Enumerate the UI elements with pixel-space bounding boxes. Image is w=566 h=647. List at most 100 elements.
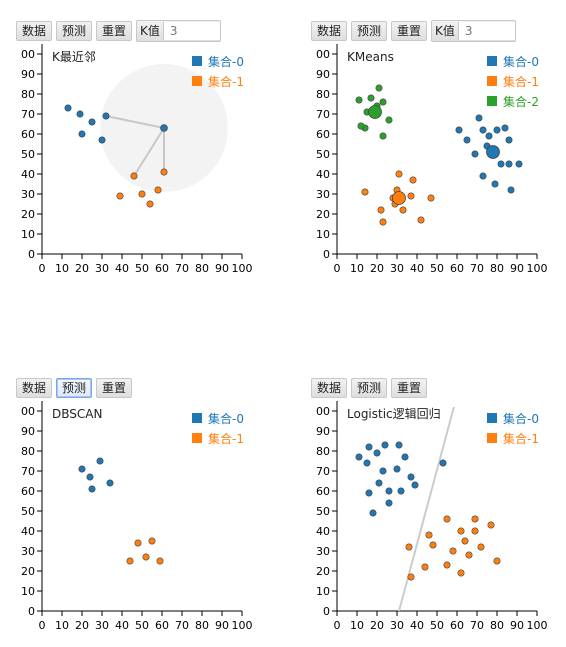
data-point — [471, 515, 479, 523]
y-tick-label: 40 — [316, 168, 330, 181]
data-point — [485, 132, 493, 140]
legend-label: 集合-2 — [503, 94, 539, 109]
y-tick-label: 50 — [21, 505, 35, 518]
data-point — [102, 112, 110, 120]
x-tick-label: 50 — [430, 262, 444, 275]
data-point — [154, 186, 162, 194]
legend-swatch — [192, 56, 202, 66]
x-tick-label: 40 — [115, 619, 129, 632]
logistic-panel: 数据 预测 重置 0 10 20 30 40 50 60 70 80 90 00 0 10 20 30 40 50 60… — [311, 377, 566, 647]
x-tick-label: 70 — [470, 619, 484, 632]
y-tick-label: 30 — [21, 188, 35, 201]
predict-button[interactable]: 预测 — [56, 21, 93, 41]
k-value-input[interactable] — [457, 22, 515, 40]
reset-button[interactable]: 重置 — [96, 378, 133, 398]
x-tick-label: 90 — [510, 262, 524, 275]
data-point — [156, 557, 164, 565]
data-point — [421, 563, 429, 571]
data-point — [379, 218, 387, 226]
y-tick-label: 70 — [316, 108, 330, 121]
legend-label: 集合-0 — [503, 54, 539, 69]
x-tick-label: 100 — [232, 619, 253, 632]
x-tick-label: 80 — [490, 262, 504, 275]
legend-label: 集合-0 — [208, 411, 244, 426]
data-point — [395, 441, 403, 449]
neighbor-line — [133, 127, 165, 177]
x-tick-label: 30 — [390, 619, 404, 632]
data-button[interactable]: 数据 — [311, 378, 348, 398]
y-tick-label: 20 — [21, 208, 35, 221]
data-point — [497, 160, 505, 168]
y-tick-label: 80 — [316, 445, 330, 458]
data-point — [471, 150, 479, 158]
predict-button[interactable]: 预测 — [351, 378, 388, 398]
query-point — [160, 124, 168, 132]
data-point — [487, 521, 495, 529]
legend-label: 集合-0 — [503, 411, 539, 426]
y-tick-label: 20 — [21, 565, 35, 578]
y-tick-label: 90 — [21, 68, 35, 81]
dbscan-panel: 数据 预测 重置 0 10 20 30 40 50 60 70 80 90 00 0 10 20 30 40 50 60… — [16, 377, 286, 647]
x-tick-label: 60 — [155, 262, 169, 275]
y-tick-label: 70 — [316, 465, 330, 478]
data-point — [88, 485, 96, 493]
data-point — [407, 473, 415, 481]
toolbar: 数据 预测 重置 — [311, 377, 428, 399]
data-point — [399, 206, 407, 214]
data-point — [457, 527, 465, 535]
y-tick-label: 80 — [21, 88, 35, 101]
x-tick-label: 80 — [195, 262, 209, 275]
data-point — [116, 192, 124, 200]
data-point — [375, 84, 383, 92]
predict-button[interactable]: 预测 — [56, 378, 93, 398]
k-value-label: K值 — [140, 24, 160, 38]
data-point — [463, 136, 471, 144]
data-point — [142, 553, 150, 561]
k-value-input[interactable] — [162, 22, 220, 40]
y-tick-label: 00 — [316, 48, 330, 61]
data-point — [379, 98, 387, 106]
data-point — [443, 561, 451, 569]
data-point — [501, 124, 509, 132]
legend-label: 集合-1 — [208, 74, 244, 89]
data-point — [429, 541, 437, 549]
x-tick-label: 50 — [135, 619, 149, 632]
data-point — [379, 467, 387, 475]
reset-button[interactable]: 重置 — [96, 21, 133, 41]
y-tick-label: 70 — [21, 465, 35, 478]
x-tick-label: 10 — [350, 262, 364, 275]
data-point — [355, 96, 363, 104]
x-tick-label: 90 — [215, 619, 229, 632]
y-tick-label: 0 — [323, 605, 330, 618]
data-point — [425, 531, 433, 539]
chart-title: DBSCAN — [52, 407, 102, 421]
data-button[interactable]: 数据 — [311, 21, 348, 41]
data-point — [479, 126, 487, 134]
data-point — [455, 126, 463, 134]
legend-swatch — [192, 413, 202, 423]
data-point — [148, 537, 156, 545]
x-tick-label: 10 — [55, 262, 69, 275]
x-tick-label: 10 — [55, 619, 69, 632]
reset-button[interactable]: 重置 — [391, 378, 428, 398]
x-tick-label: 80 — [490, 619, 504, 632]
legend-swatch — [487, 433, 497, 443]
data-point — [365, 489, 373, 497]
data-point — [76, 110, 84, 118]
centroid-point — [486, 145, 500, 159]
neighbor-line — [105, 115, 165, 129]
y-tick-label: 00 — [316, 405, 330, 418]
data-point — [367, 94, 375, 102]
data-point — [355, 453, 363, 461]
predict-button[interactable]: 预测 — [351, 21, 388, 41]
data-button[interactable]: 数据 — [16, 378, 53, 398]
x-tick-label: 100 — [232, 262, 253, 275]
kmeans-panel: 数据预测重置K值01020304050607080900001020304050… — [311, 20, 566, 290]
x-tick-label: 70 — [175, 619, 189, 632]
data-point — [385, 487, 393, 495]
reset-button[interactable]: 重置 — [391, 21, 428, 41]
data-button[interactable]: 数据 — [16, 21, 53, 41]
data-point — [365, 443, 373, 451]
